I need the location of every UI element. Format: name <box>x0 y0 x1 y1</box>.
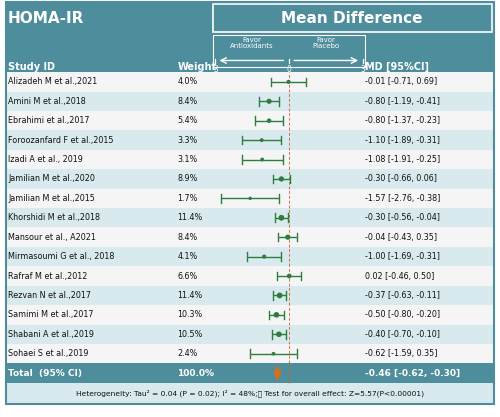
Text: Mansour et al., A2021: Mansour et al., A2021 <box>8 233 96 242</box>
Point <box>272 311 280 318</box>
Text: 6.6%: 6.6% <box>178 271 198 281</box>
Text: 11.4%: 11.4% <box>178 291 203 300</box>
FancyBboxPatch shape <box>6 286 494 305</box>
Text: 4.1%: 4.1% <box>178 252 198 261</box>
Text: Izadi A et al., 2019: Izadi A et al., 2019 <box>8 155 83 164</box>
Text: -0.80 [-1.19, -0.41]: -0.80 [-1.19, -0.41] <box>365 97 440 106</box>
Text: Alizadeh M et al.,2021: Alizadeh M et al.,2021 <box>8 77 97 86</box>
Text: 8.4%: 8.4% <box>178 233 198 242</box>
Text: Total  (95% CI): Total (95% CI) <box>8 369 82 378</box>
Text: Heterogeneity: Tau² = 0.04 (P = 0.02); I² = 48%;　 Test for overall effect: Z=5.5: Heterogeneity: Tau² = 0.04 (P = 0.02); I… <box>76 390 424 397</box>
FancyBboxPatch shape <box>6 247 494 266</box>
Text: Amini M et al.,2018: Amini M et al.,2018 <box>8 97 86 106</box>
FancyBboxPatch shape <box>6 111 494 131</box>
FancyBboxPatch shape <box>6 228 494 247</box>
Text: 5.4%: 5.4% <box>178 116 198 125</box>
Text: Ebrahimi et al.,2017: Ebrahimi et al.,2017 <box>8 116 89 125</box>
FancyBboxPatch shape <box>6 2 494 35</box>
Point <box>278 214 285 221</box>
FancyBboxPatch shape <box>6 72 494 92</box>
Text: Mean Difference: Mean Difference <box>281 11 423 25</box>
Point <box>285 273 293 279</box>
Text: Weight: Weight <box>178 62 216 72</box>
Text: -0.40 [-0.70, -0.10]: -0.40 [-0.70, -0.10] <box>365 330 440 339</box>
Text: 11.4%: 11.4% <box>178 213 203 222</box>
Point <box>284 78 292 85</box>
Text: Jamilian M et al.,2015: Jamilian M et al.,2015 <box>8 194 95 203</box>
Text: -0.30 [-0.56, -0.04]: -0.30 [-0.56, -0.04] <box>365 213 440 222</box>
FancyBboxPatch shape <box>6 266 494 286</box>
Text: -0.80 [-1.37, -0.23]: -0.80 [-1.37, -0.23] <box>365 116 440 125</box>
Text: Rafraf M et al.,2012: Rafraf M et al.,2012 <box>8 271 87 281</box>
FancyBboxPatch shape <box>6 363 494 383</box>
Text: 4.0%: 4.0% <box>178 77 198 86</box>
Text: 3.3%: 3.3% <box>178 136 198 145</box>
Text: MD [95%CI]: MD [95%CI] <box>365 62 429 72</box>
Text: Samimi M et al.,2017: Samimi M et al.,2017 <box>8 310 93 319</box>
Point <box>258 156 266 163</box>
Point <box>270 350 278 357</box>
Point <box>265 98 273 105</box>
Text: -1.10 [-1.89, -0.31]: -1.10 [-1.89, -0.31] <box>365 136 440 145</box>
Text: -0.46 [-0.62, -0.30]: -0.46 [-0.62, -0.30] <box>365 369 460 378</box>
Text: 3: 3 <box>360 65 365 74</box>
Text: -0.04 [-0.43, 0.35]: -0.04 [-0.43, 0.35] <box>365 233 437 242</box>
Text: Study ID: Study ID <box>8 62 55 72</box>
FancyBboxPatch shape <box>6 305 494 324</box>
FancyBboxPatch shape <box>6 208 494 228</box>
Text: Favor
Placebo: Favor Placebo <box>312 37 339 49</box>
Text: 0.02 [-0.46, 0.50]: 0.02 [-0.46, 0.50] <box>365 271 434 281</box>
Point <box>265 117 273 124</box>
Text: Mirmasoumi G et al., 2018: Mirmasoumi G et al., 2018 <box>8 252 115 261</box>
Text: -1.08 [-1.91, -0.25]: -1.08 [-1.91, -0.25] <box>365 155 440 164</box>
Point <box>258 137 266 143</box>
FancyBboxPatch shape <box>6 188 494 208</box>
Text: -0.01 [-0.71, 0.69]: -0.01 [-0.71, 0.69] <box>365 77 437 86</box>
Point <box>260 253 268 260</box>
Text: 10.3%: 10.3% <box>178 310 203 319</box>
Text: -3: -3 <box>211 65 219 74</box>
Text: 3.1%: 3.1% <box>178 155 198 164</box>
Text: 0: 0 <box>286 65 291 74</box>
Polygon shape <box>274 365 281 381</box>
FancyBboxPatch shape <box>6 344 494 363</box>
Point <box>284 234 292 241</box>
FancyBboxPatch shape <box>6 131 494 150</box>
Point <box>278 176 285 182</box>
FancyBboxPatch shape <box>6 324 494 344</box>
Text: Foroozanfard F et al.,2015: Foroozanfard F et al.,2015 <box>8 136 114 145</box>
Text: -0.62 [-1.59, 0.35]: -0.62 [-1.59, 0.35] <box>365 349 438 358</box>
FancyBboxPatch shape <box>6 169 494 188</box>
Text: -1.57 [-2.76, -0.38]: -1.57 [-2.76, -0.38] <box>365 194 440 203</box>
Point <box>246 195 254 202</box>
Text: 2.4%: 2.4% <box>178 349 198 358</box>
Text: -0.37 [-0.63, -0.11]: -0.37 [-0.63, -0.11] <box>365 291 440 300</box>
Text: 8.9%: 8.9% <box>178 174 198 183</box>
FancyBboxPatch shape <box>6 35 494 72</box>
Text: 1.7%: 1.7% <box>178 194 198 203</box>
Point <box>275 331 283 338</box>
Text: 10.5%: 10.5% <box>178 330 203 339</box>
Point <box>276 292 283 299</box>
Text: Favor
Antioxidants: Favor Antioxidants <box>230 37 274 49</box>
Text: Shabani A et al.,2019: Shabani A et al.,2019 <box>8 330 94 339</box>
Text: Jamilian M et al.,2020: Jamilian M et al.,2020 <box>8 174 95 183</box>
Text: -1.00 [-1.69, -0.31]: -1.00 [-1.69, -0.31] <box>365 252 440 261</box>
Text: HOMA-IR: HOMA-IR <box>8 11 85 26</box>
Text: 8.4%: 8.4% <box>178 97 198 106</box>
Text: Rezvan N et al.,2017: Rezvan N et al.,2017 <box>8 291 91 300</box>
Text: Khorshidi M et al.,2018: Khorshidi M et al.,2018 <box>8 213 100 222</box>
Text: Sohaei S et al.,2019: Sohaei S et al.,2019 <box>8 349 88 358</box>
FancyBboxPatch shape <box>6 92 494 111</box>
Text: -0.50 [-0.80, -0.20]: -0.50 [-0.80, -0.20] <box>365 310 440 319</box>
FancyBboxPatch shape <box>6 150 494 169</box>
FancyBboxPatch shape <box>6 383 494 404</box>
Text: -0.30 [-0.66, 0.06]: -0.30 [-0.66, 0.06] <box>365 174 437 183</box>
Text: 100.0%: 100.0% <box>178 369 214 378</box>
